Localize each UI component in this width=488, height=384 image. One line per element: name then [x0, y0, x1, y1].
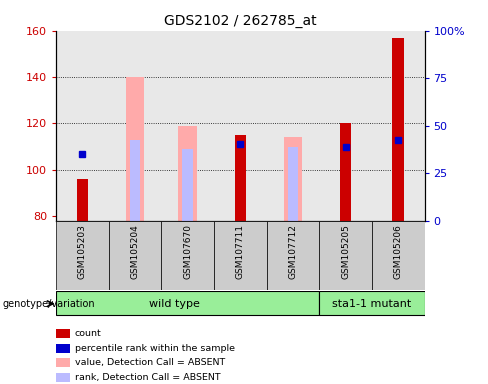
Bar	[284, 137, 302, 221]
Bar	[392, 38, 404, 221]
Bar	[319, 31, 372, 221]
Bar	[214, 31, 266, 221]
Bar	[266, 31, 319, 221]
Bar	[214, 221, 266, 290]
Text: sta1-1 mutant: sta1-1 mutant	[332, 299, 411, 309]
Text: percentile rank within the sample: percentile rank within the sample	[75, 344, 235, 353]
Text: GSM107670: GSM107670	[183, 224, 192, 279]
Text: GSM105203: GSM105203	[78, 224, 87, 279]
Bar	[56, 344, 70, 353]
Bar	[56, 31, 109, 221]
Bar	[126, 77, 144, 221]
Title: GDS2102 / 262785_at: GDS2102 / 262785_at	[164, 14, 317, 28]
Bar	[372, 31, 425, 221]
Bar	[340, 147, 351, 221]
Bar	[288, 147, 298, 221]
Bar	[162, 221, 214, 290]
Text: GSM107712: GSM107712	[288, 224, 298, 279]
Bar	[130, 140, 141, 221]
Bar	[340, 123, 351, 221]
Bar	[372, 221, 425, 290]
Bar	[183, 149, 193, 221]
Bar	[235, 135, 246, 221]
Text: GSM107711: GSM107711	[236, 224, 245, 279]
Bar	[56, 373, 70, 382]
Text: GSM105205: GSM105205	[341, 224, 350, 279]
Bar	[56, 291, 319, 316]
Bar	[109, 221, 162, 290]
Text: wild type: wild type	[149, 299, 200, 309]
Bar	[77, 179, 88, 221]
Text: rank, Detection Call = ABSENT: rank, Detection Call = ABSENT	[75, 373, 220, 382]
Text: value, Detection Call = ABSENT: value, Detection Call = ABSENT	[75, 358, 225, 367]
Text: GSM105206: GSM105206	[394, 224, 403, 279]
Bar	[56, 358, 70, 367]
Bar	[393, 140, 404, 221]
Bar	[179, 126, 197, 221]
Text: GSM105204: GSM105204	[131, 224, 140, 279]
Bar	[235, 144, 245, 221]
Bar	[319, 291, 425, 316]
Bar	[109, 31, 162, 221]
Text: genotype/variation: genotype/variation	[2, 299, 95, 309]
Text: count: count	[75, 329, 102, 338]
Bar	[266, 221, 319, 290]
Bar	[162, 31, 214, 221]
Bar	[56, 329, 70, 338]
Bar	[56, 221, 109, 290]
Bar	[319, 221, 372, 290]
